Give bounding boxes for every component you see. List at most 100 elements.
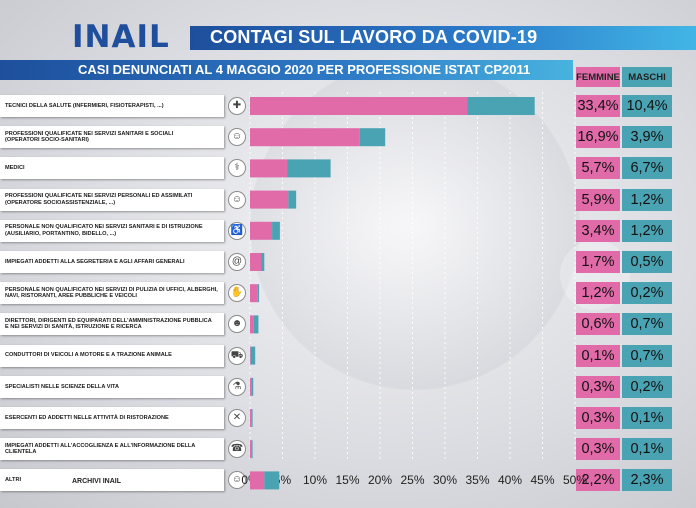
cleaning-icon: ✋ [228,284,246,303]
bar-female [250,471,265,490]
inail-logo: INAIL [72,19,190,55]
bar-male [261,253,265,271]
column-header-male: MASCHI [622,67,672,87]
assistant-icon: ☺ [228,190,246,209]
value-male: 3,9% [622,126,672,149]
value-female: 33,4% [576,95,620,117]
value-male: 2,3% [622,469,672,492]
bar-female [250,190,289,209]
value-female: 1,2% [576,282,620,305]
x-tick-label: 30% [433,473,457,487]
category-label: IMPIEGATI ADDETTI ALLA SEGRETERIA E AGLI… [5,258,185,265]
value-male: 0,2% [622,375,672,398]
value-male: 6,7% [622,157,672,180]
category-label: PERSONALE NON QUALIFICATO NEI SERVIZI SA… [5,224,203,237]
person-icon: ☺ [228,471,246,490]
value-female: 2,2% [576,469,620,492]
category-label-box: PERSONALE NON QUALIFICATO NEI SERVIZI SA… [0,219,224,242]
category-label: PROFESSIONI QUALIFICATE NEI SERVIZI SANI… [5,130,174,144]
value-male: 0,5% [622,251,672,273]
category-label-box: SPECIALISTI NELLE SCIENZE DELLA VITA [0,375,224,398]
value-female: 3,4% [576,219,620,242]
x-tick-label: 35% [465,473,489,487]
page-title: CONTAGI SUL LAVORO DA COVID-19 [210,27,538,47]
value-female: 16,9% [576,126,620,149]
x-tick-label: 40% [498,473,522,487]
title-bar [190,26,696,50]
doctor-icon: ⚕ [228,159,246,178]
nurse-icon: ✚ [228,97,246,115]
value-male: 0,1% [622,438,672,461]
subtitle-bar [0,60,573,80]
bar-female [250,97,468,115]
cutlery-icon: ✕ [228,409,246,427]
category-label-box: MEDICI [0,157,224,180]
value-male: 10,4% [622,95,672,117]
manager-icon: ☻ [228,315,246,334]
clerk-icon: @ [228,253,246,271]
category-label: CONDUTTORI DI VEICOLI A MOTORE E A TRAZI… [5,352,172,359]
truck-icon: ⛟ [228,346,246,365]
orderly-icon: ♿ [228,221,246,240]
bar-female [250,315,254,334]
x-tick-label: 15% [335,473,359,487]
category-label-box: DIRETTORI, DIRIGENTI ED EQUIPARATI DELL'… [0,313,224,336]
bar-female [250,128,360,147]
category-label-box: TECNICI DELLA SALUTE (INFERMIERI, FISIOT… [0,95,224,117]
value-male: 1,2% [622,219,672,242]
x-tick-label: 50% [563,473,587,487]
bar-male [287,159,331,178]
value-female: 0,3% [576,375,620,398]
receptionist-icon: ☎ [228,440,246,459]
bar-female [250,440,252,459]
category-label-box: CONDUTTORI DI VEICOLI A MOTORE E A TRAZI… [0,344,224,367]
value-female: 0,3% [576,407,620,429]
x-tick-label: 45% [530,473,554,487]
category-label: PERSONALE NON QUALIFICATO NEI SERVIZI DI… [5,286,218,300]
value-male: 0,7% [622,313,672,336]
value-female: 0,3% [576,438,620,461]
bar-male [467,97,535,115]
value-female: 5,7% [576,157,620,180]
value-male: 0,1% [622,407,672,429]
value-female: 1,7% [576,251,620,273]
logo-text: INAIL [72,19,170,55]
bar-female [250,284,258,303]
bar-male [288,190,297,209]
value-male: 1,2% [622,188,672,211]
bar-male [250,346,256,365]
value-male: 0,7% [622,344,672,367]
category-label-box: ALTRI [0,469,224,492]
bar-female [250,159,288,178]
bar-female [250,346,251,365]
category-label: ALTRI [5,477,22,484]
bar-female [250,221,273,240]
source-footer: ARCHIVI INAIL [72,478,121,485]
page-subtitle: CASI DENUNCIATI AL 4 MAGGIO 2020 PER PRO… [78,62,531,77]
category-label: DIRETTORI, DIRIGENTI ED EQUIPARATI DELL'… [5,317,212,331]
value-male: 0,2% [622,282,672,305]
bar-male [257,284,260,303]
bar-female [250,253,262,271]
column-header-female: FEMMINE [576,67,620,87]
x-tick-label: 10% [303,473,327,487]
bar-male [251,409,253,427]
category-label-box: PROFESSIONI QUALIFICATE NEI SERVIZI PERS… [0,188,224,211]
bar-female [250,377,252,396]
bar-male [264,471,280,490]
bar-male [272,221,280,240]
category-label-box: PROFESSIONI QUALIFICATE NEI SERVIZI SANI… [0,126,224,149]
value-female: 0,6% [576,313,620,336]
caregiver-icon: ☺ [228,128,246,147]
bar-male [251,377,254,396]
category-label-box: IMPIEGATI ADDETTI ALL'ACCOGLIENZA E ALL'… [0,438,224,461]
category-label-box: ESERCENTI ED ADDETTI NELLE ATTIVITÀ DI R… [0,407,224,429]
x-tick-label: 25% [400,473,424,487]
category-label: TECNICI DELLA SALUTE (INFERMIERI, FISIOT… [5,102,164,109]
scientist-icon: ⚗ [228,377,246,396]
category-label: ESERCENTI ED ADDETTI NELLE ATTIVITÀ DI R… [5,414,169,421]
category-label: MEDICI [5,165,25,172]
value-female: 5,9% [576,188,620,211]
